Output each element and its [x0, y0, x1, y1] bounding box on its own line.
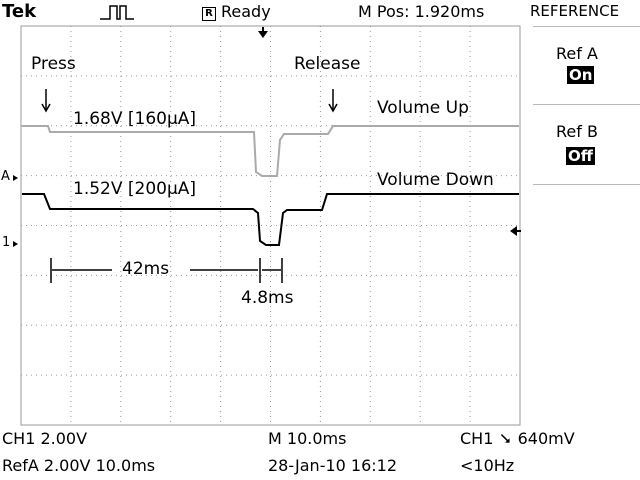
press-label: Press [31, 54, 76, 74]
trigger-frequency: <10Hz [460, 456, 515, 475]
ch1-marker-arrow [13, 241, 18, 247]
trigger-level: 640mV [517, 429, 575, 448]
volume-up-value: 1.68V [160µA] [73, 109, 197, 129]
graticule-grid [21, 26, 520, 425]
date-time: 28-Jan-10 16:12 [268, 456, 398, 475]
release-arrow [328, 89, 338, 113]
release-label: Release [294, 54, 361, 74]
timebase: M 10.0ms [268, 429, 347, 448]
ref-b-state[interactable]: Off [566, 147, 595, 165]
trigger-status: R Ready [202, 2, 271, 21]
acquisition-waveform-icon [100, 5, 134, 20]
volume-up-label: Volume Up [377, 98, 469, 118]
menu-title: REFERENCE [530, 2, 620, 20]
ready-icon: R [202, 7, 216, 21]
ch1-scale: CH1 2.00V [2, 429, 88, 448]
brand-logo: Tek [2, 1, 37, 22]
ref-a-label[interactable]: Ref A [556, 44, 598, 63]
volume-down-value: 1.52V [200µA] [73, 179, 197, 199]
volume-up-trace [22, 125, 519, 177]
trigger-source: CH1 [460, 429, 494, 448]
ch1-marker: 1 [2, 235, 11, 250]
interval-4.8ms-label: 4.8ms [241, 288, 294, 308]
trigger-readout: CH1 ⭨ 640mV [460, 429, 575, 449]
interval-42ms-marker [50, 258, 261, 283]
interval-4.8ms-marker [262, 258, 283, 283]
m-pos-readout: M Pos: 1.920ms [358, 2, 485, 21]
ref-a-marker-arrow [13, 175, 18, 181]
volume-down-label: Volume Down [377, 170, 494, 190]
trigger-status-text: Ready [221, 2, 271, 21]
refa-scale: RefA 2.00V 10.0ms [2, 456, 156, 475]
press-arrow [41, 89, 51, 113]
trigger-position-marker [258, 31, 268, 38]
ref-a-marker: A [1, 169, 10, 184]
volume-down-trace [22, 193, 519, 246]
graticule-border [20, 25, 521, 426]
ref-a-state[interactable]: On [567, 66, 595, 84]
ref-b-label[interactable]: Ref B [556, 122, 598, 141]
falling-edge-icon: ⭨ [500, 429, 511, 448]
interval-42ms-label: 42ms [122, 259, 170, 279]
trigger-level-marker [510, 226, 517, 236]
